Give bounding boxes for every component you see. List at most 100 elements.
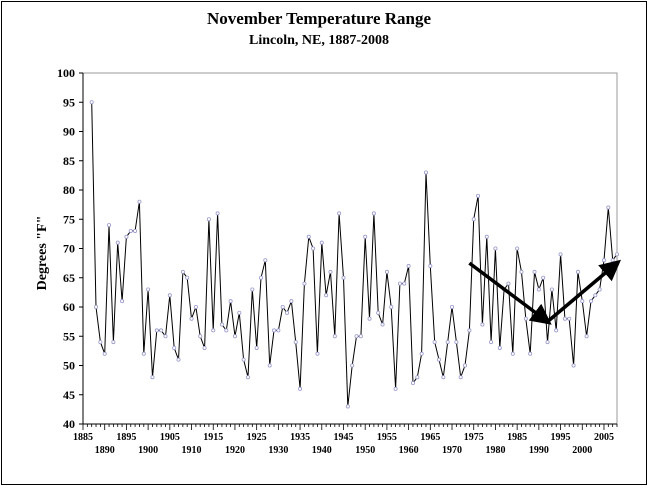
data-point	[519, 269, 524, 274]
data-point	[146, 287, 151, 292]
data-point	[458, 375, 463, 380]
data-point	[580, 299, 585, 304]
data-point	[606, 205, 611, 210]
x-tick-label: 1930	[268, 445, 288, 456]
data-point	[141, 351, 146, 356]
data-point	[419, 351, 424, 356]
data-point	[94, 304, 99, 309]
data-point	[228, 299, 233, 304]
y-axis-label: Degrees "F"	[35, 216, 50, 291]
data-point	[328, 269, 333, 274]
data-point	[562, 316, 567, 321]
y-tick-label: 90	[63, 125, 75, 139]
data-point	[128, 228, 133, 233]
trend-arrow	[468, 261, 552, 325]
data-point	[133, 228, 138, 233]
data-point	[285, 310, 290, 315]
data-point	[341, 275, 346, 280]
data-point	[558, 252, 563, 257]
data-point	[98, 340, 103, 345]
data-point	[150, 375, 155, 380]
y-tick-label: 55	[63, 329, 75, 343]
data-point	[536, 287, 541, 292]
x-tick-label: 1925	[247, 432, 267, 443]
data-point	[254, 345, 259, 350]
chart-title: November Temperature Range	[207, 9, 432, 28]
data-point	[571, 363, 576, 368]
data-point	[532, 269, 537, 274]
x-tick-label: 1950	[355, 445, 375, 456]
data-point	[601, 258, 606, 263]
data-point	[615, 252, 620, 257]
data-point	[371, 211, 376, 216]
data-point	[211, 328, 216, 333]
data-point	[232, 334, 237, 339]
x-tick-label: 1920	[225, 445, 245, 456]
data-point	[167, 293, 172, 298]
data-point	[549, 287, 554, 292]
x-tick-label: 1910	[182, 445, 202, 456]
trend-arrow	[546, 259, 622, 323]
data-point	[298, 386, 303, 391]
data-point	[267, 363, 272, 368]
data-point	[358, 334, 363, 339]
data-point	[575, 269, 580, 274]
data-point	[345, 404, 350, 409]
data-point	[354, 334, 359, 339]
data-point	[406, 264, 411, 269]
data-point	[402, 281, 407, 286]
data-point	[324, 293, 329, 298]
plot-area	[82, 72, 618, 425]
x-tick-label: 1885	[73, 432, 93, 443]
data-point	[415, 375, 420, 380]
x-tick-label: 1975	[464, 432, 484, 443]
data-point	[480, 322, 485, 327]
data-point	[163, 334, 168, 339]
y-tick-label: 100	[57, 66, 75, 80]
data-point	[306, 234, 311, 239]
data-point	[389, 304, 394, 309]
y-tick-label: 85	[63, 154, 75, 168]
data-point	[380, 322, 385, 327]
data-point	[541, 275, 546, 280]
x-tick-label: 1970	[442, 445, 462, 456]
data-point	[107, 223, 112, 228]
y-tick-label: 60	[63, 300, 75, 314]
data-point	[432, 340, 437, 345]
y-tick-label: 75	[63, 212, 75, 226]
x-tick-label: 1905	[160, 432, 180, 443]
x-tick-label: 1895	[116, 432, 136, 443]
data-point	[137, 199, 142, 204]
data-point	[337, 211, 342, 216]
data-point	[172, 345, 177, 350]
x-tick-label: 1985	[507, 432, 527, 443]
data-point	[293, 340, 298, 345]
data-point	[250, 287, 255, 292]
data-point	[450, 304, 455, 309]
data-point	[588, 299, 593, 304]
data-point	[367, 316, 372, 321]
data-point	[102, 351, 107, 356]
data-point	[263, 258, 268, 263]
data-point	[497, 345, 502, 350]
x-tick-label: 1890	[95, 445, 115, 456]
series-line	[91, 102, 618, 407]
data-point	[198, 334, 203, 339]
x-tick-label: 1955	[377, 432, 397, 443]
data-point	[272, 328, 277, 333]
data-point	[120, 299, 125, 304]
data-point	[410, 381, 415, 386]
data-point	[89, 100, 94, 105]
chart-subtitle: Lincoln, NE, 1887-2008	[249, 33, 389, 48]
data-point	[206, 217, 211, 222]
data-point	[393, 386, 398, 391]
data-point	[510, 351, 515, 356]
data-point	[436, 357, 441, 362]
data-point	[237, 310, 242, 315]
y-tick-label: 50	[63, 359, 75, 373]
x-tick-label: 1945	[333, 432, 353, 443]
x-tick-label: 1960	[399, 445, 419, 456]
data-point	[454, 340, 459, 345]
x-tick-label: 1940	[312, 445, 332, 456]
